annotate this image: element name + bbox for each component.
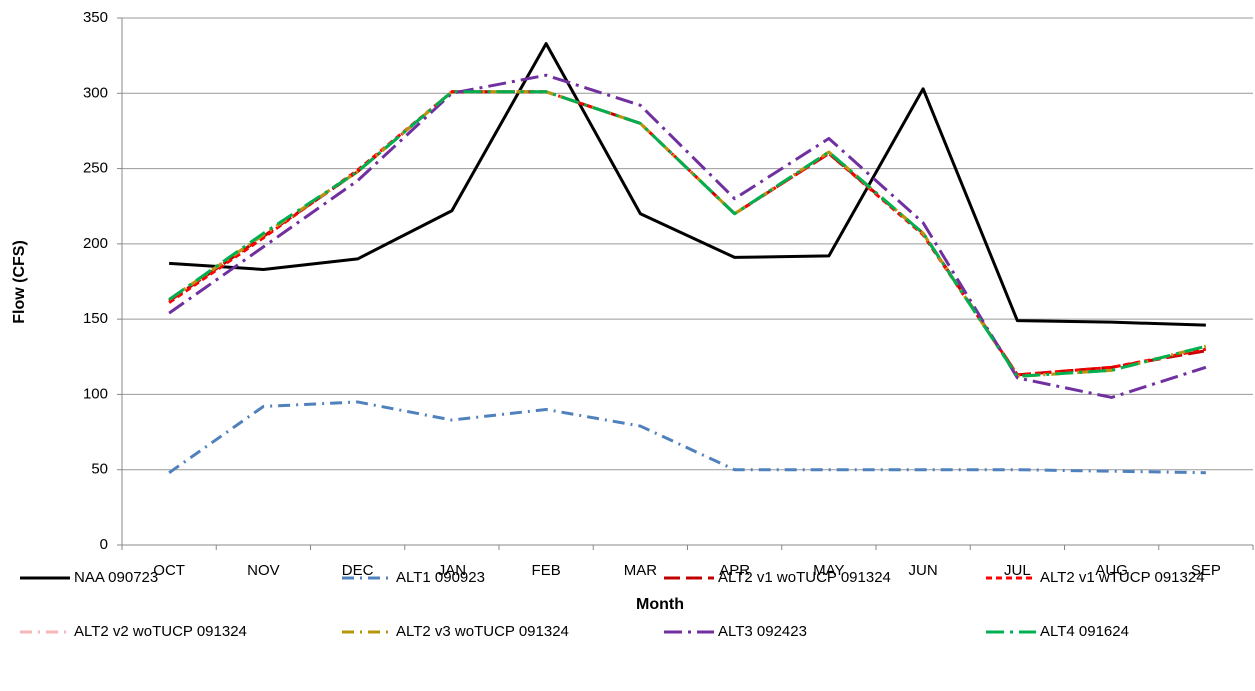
y-tick-label: 200 — [83, 235, 108, 252]
x-tick-label: OCT — [153, 562, 185, 579]
x-tick-label: MAY — [813, 562, 844, 579]
x-tick-label: JUL — [1004, 562, 1031, 579]
x-axis-title: Month — [636, 596, 684, 613]
x-tick-label: APR — [719, 562, 750, 579]
y-tick-label: 0 — [100, 536, 108, 553]
series-line — [168, 90, 1207, 378]
y-tick-label: 350 — [83, 9, 108, 26]
legend-label: ALT4 091624 — [1040, 623, 1129, 640]
legend-label: ALT2 v3 woTUCP 091324 — [396, 623, 569, 640]
y-tick-label: 150 — [83, 310, 108, 327]
legend-label: ALT3 092423 — [718, 623, 807, 640]
y-tick-label: 250 — [83, 160, 108, 177]
x-tick-label: JAN — [438, 562, 466, 579]
y-axis-title: Flow (CFS) — [11, 240, 28, 324]
series-line — [169, 42, 1206, 327]
x-tick-label: SEP — [1191, 562, 1221, 579]
series-line — [168, 400, 1206, 475]
y-tick-label: 100 — [83, 385, 108, 402]
legend-label: ALT2 v1 wTUCP 091324 — [1040, 569, 1205, 586]
x-tick-label: FEB — [532, 562, 561, 579]
legend-label: NAA 090723 — [74, 569, 158, 586]
legend-label: ALT2 v1 woTUCP 091324 — [718, 569, 891, 586]
legend-label: ALT1 090923 — [396, 569, 485, 586]
y-tick-label: 300 — [83, 84, 108, 101]
y-tick-label: 50 — [91, 461, 108, 478]
x-tick-label: AUG — [1095, 562, 1128, 579]
series-line — [168, 90, 1207, 377]
series-line — [168, 90, 1207, 377]
x-tick-label: MAR — [624, 562, 658, 579]
series-line — [168, 73, 1207, 399]
legend-label: ALT2 v2 woTUCP 091324 — [74, 623, 247, 640]
x-tick-label: NOV — [247, 562, 280, 579]
x-tick-label: JUN — [909, 562, 938, 579]
x-tick-label: DEC — [342, 562, 374, 579]
